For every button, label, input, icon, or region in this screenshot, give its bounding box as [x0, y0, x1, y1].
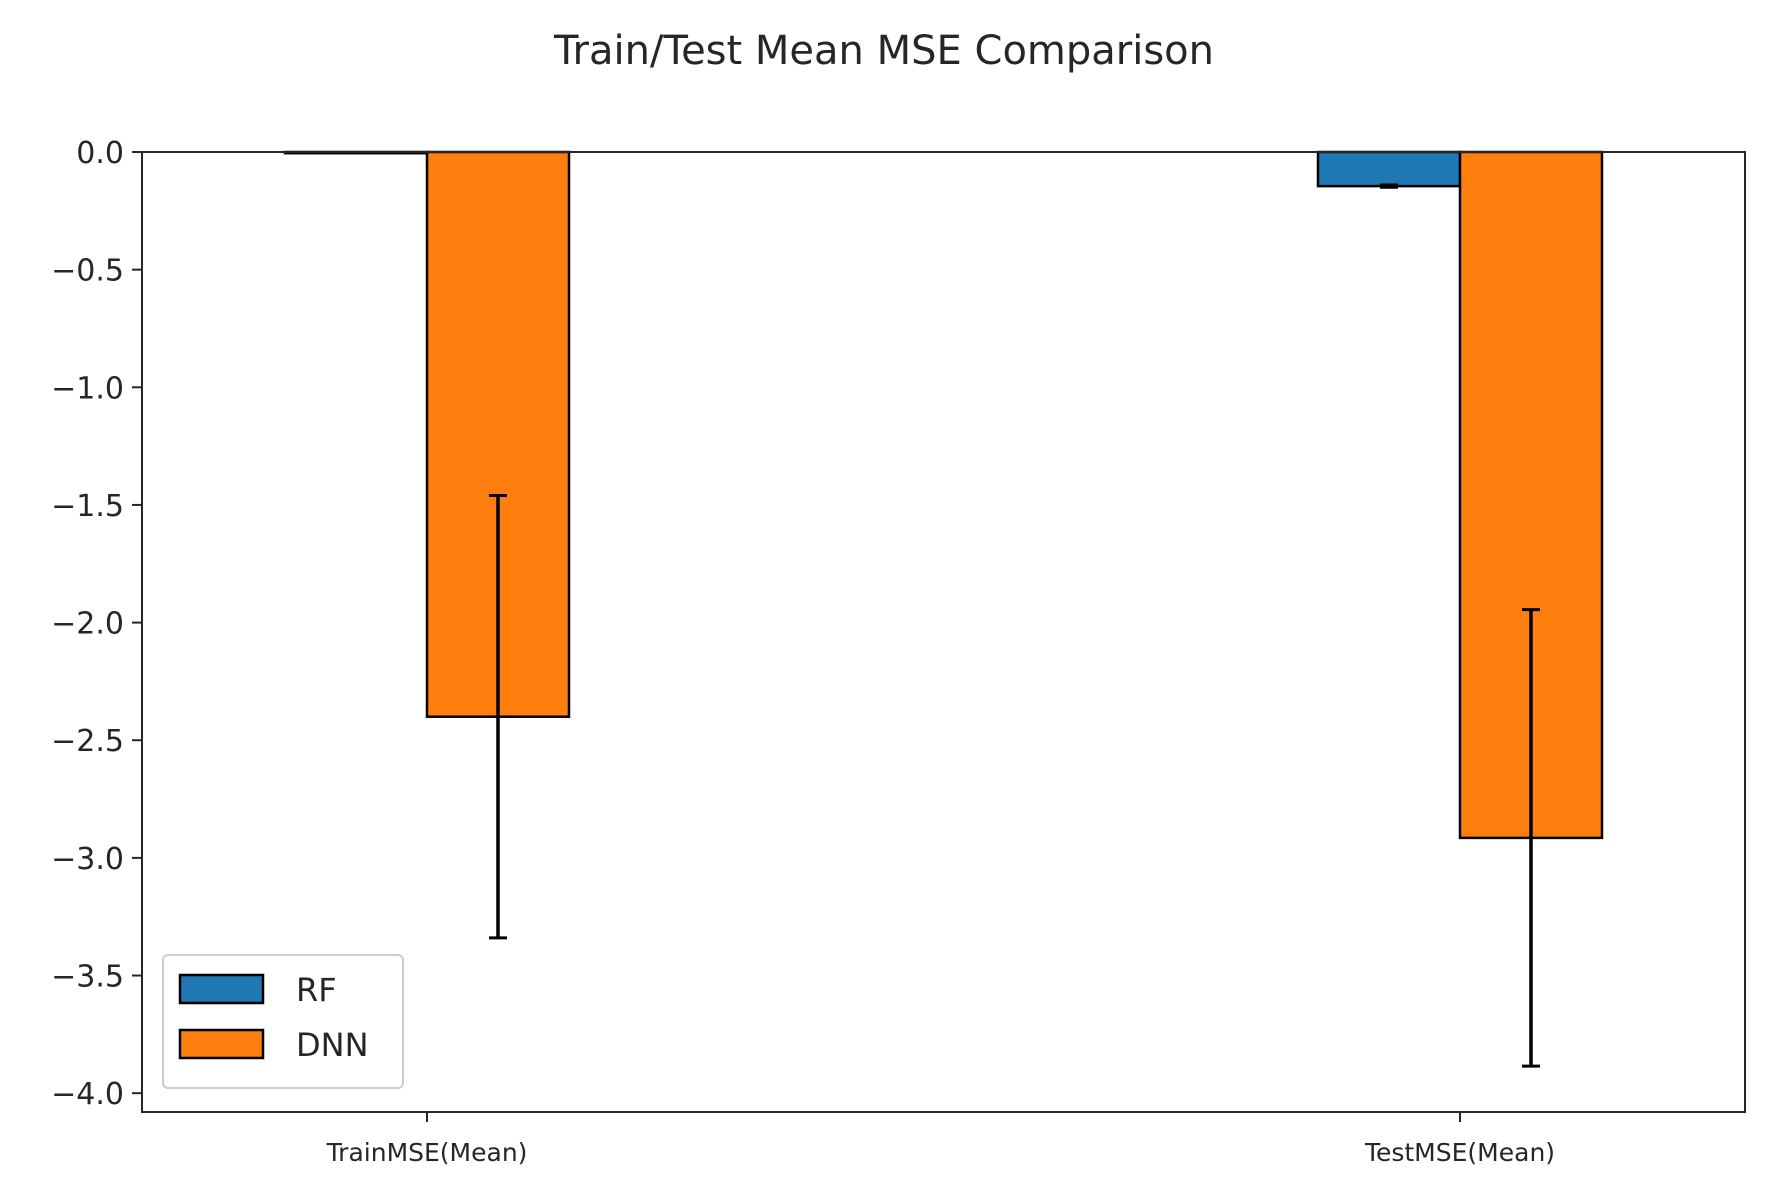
y-tick-label: −1.5 [51, 489, 124, 524]
error-bar-dnn-0 [489, 494, 507, 940]
y-tick-label: −3.0 [51, 842, 124, 877]
legend-swatch [178, 973, 265, 1005]
y-tick-label: −0.5 [51, 254, 124, 289]
y-tick-label: −2.0 [51, 607, 124, 642]
error-bar-dnn-1 [1522, 608, 1540, 1068]
legend-label: DNN [296, 1026, 369, 1064]
plot-area: 0.0 −0.5 −1.0 −1.5 −2.0 −2.5 −3.0 −3.5 −4.0 Train… [51, 136, 1746, 1167]
error-bar-rf-1 [1380, 183, 1398, 189]
legend-entry-dnn: DNN [178, 1026, 369, 1064]
y-tick-label: −4.0 [51, 1077, 124, 1112]
plot-frame [141, 151, 1746, 1113]
legend-label: RF [296, 971, 337, 1009]
y-tick-label: −1.0 [51, 371, 124, 406]
legend: RF DNN [162, 954, 404, 1089]
y-tick-label: −3.5 [51, 960, 124, 995]
legend-swatch [178, 1028, 265, 1060]
chart-title: Train/Test Mean MSE Comparison [553, 28, 1214, 74]
y-tick-label: 0.0 [76, 136, 124, 171]
y-tick-label: −2.5 [51, 724, 124, 759]
x-tick-label: TestMSE(Mean) [1364, 1138, 1555, 1167]
bar-rf-1 [1316, 150, 1462, 188]
legend-entry-rf: RF [178, 971, 337, 1009]
x-tick-label: TrainMSE(Mean) [326, 1138, 528, 1167]
